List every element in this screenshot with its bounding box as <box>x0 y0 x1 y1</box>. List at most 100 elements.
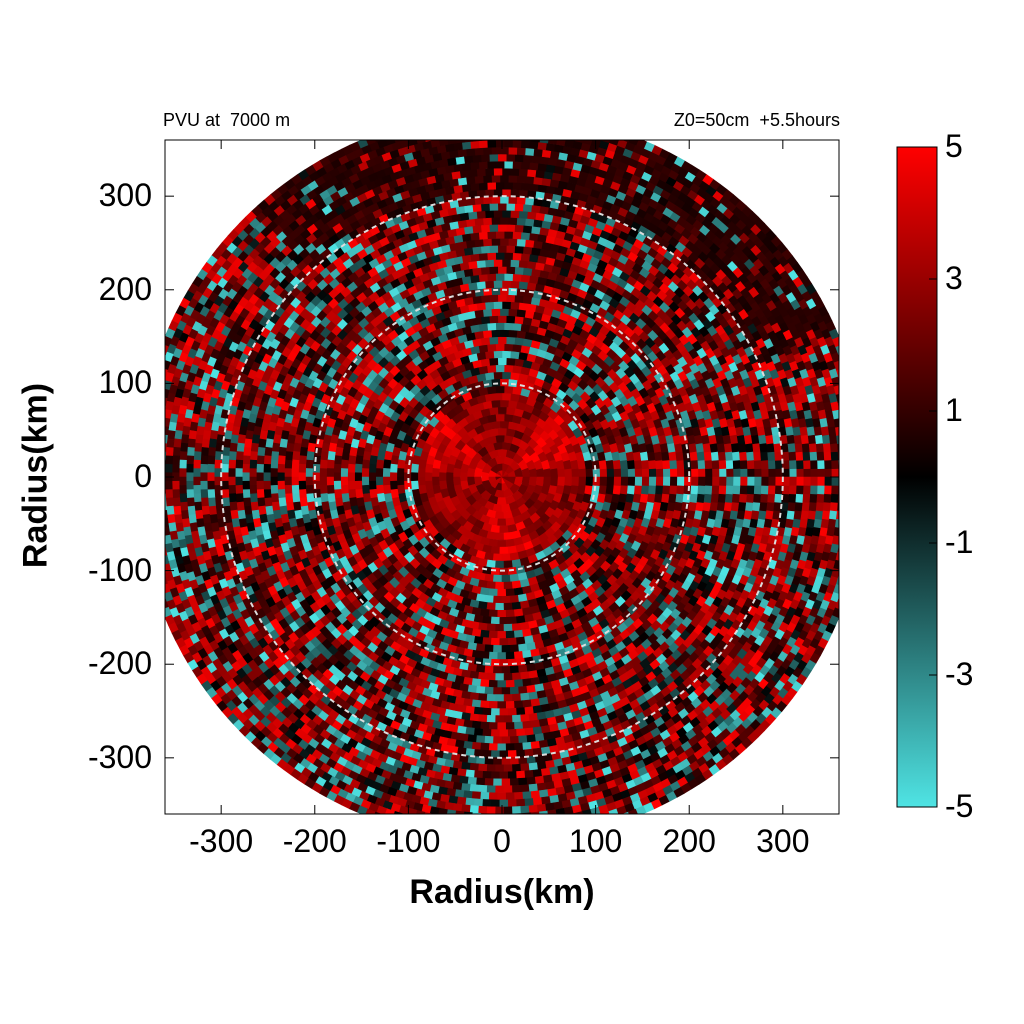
field-cell <box>801 442 811 453</box>
field-cell <box>194 434 204 445</box>
field-cell <box>752 501 761 512</box>
field-cell <box>235 451 244 461</box>
field-cell <box>641 476 650 487</box>
field-cell <box>486 231 497 240</box>
field-cell <box>478 231 488 240</box>
field-cell <box>284 476 292 486</box>
field-cell <box>532 768 543 778</box>
field-cell <box>520 273 531 283</box>
field-cell <box>478 273 488 283</box>
field-cell <box>703 493 713 504</box>
field-cell <box>495 715 505 724</box>
field-cell <box>512 273 522 282</box>
field-cell <box>725 484 734 495</box>
field-cell <box>710 451 720 461</box>
field-cell <box>634 484 643 495</box>
field-cell <box>786 434 796 445</box>
field-cell <box>787 501 797 512</box>
field-cell <box>668 493 678 504</box>
field-cell <box>669 484 678 495</box>
field-cell <box>503 364 514 373</box>
field-cell <box>305 468 313 478</box>
field-cell <box>682 493 692 503</box>
field-cell <box>495 230 505 239</box>
field-cell <box>486 693 497 702</box>
field-cell <box>490 546 501 555</box>
field-cell <box>192 476 201 486</box>
field-cell <box>490 308 501 317</box>
field-cell <box>512 181 522 191</box>
field-cell <box>503 322 514 331</box>
field-cell <box>732 484 741 495</box>
field-cell <box>526 168 537 178</box>
field-cell <box>424 472 433 482</box>
field-cell <box>361 459 370 470</box>
field-cell <box>788 451 797 461</box>
field-cell <box>803 459 812 470</box>
field-cell <box>514 203 524 212</box>
field-cell <box>516 308 526 318</box>
field-cell <box>513 608 524 618</box>
field-cell <box>488 588 499 597</box>
field-cell <box>499 216 509 225</box>
field-cell <box>494 434 505 443</box>
field-cell <box>726 468 735 478</box>
field-cell <box>277 480 286 491</box>
field-cell <box>788 493 797 503</box>
field-cell <box>298 489 307 499</box>
field-cell <box>488 202 499 211</box>
field-cell <box>199 463 208 474</box>
field-cell <box>507 308 518 317</box>
field-cell <box>236 501 245 512</box>
field-cell <box>789 476 798 486</box>
field-cell <box>471 720 482 730</box>
field-cell <box>486 252 497 261</box>
field-cell <box>319 493 329 503</box>
pvu-field <box>165 140 839 814</box>
field-cell <box>234 459 244 470</box>
field-cell <box>493 259 503 267</box>
field-cell <box>676 476 685 486</box>
field-cell <box>482 658 493 667</box>
field-cell <box>490 329 501 338</box>
field-cell <box>250 501 259 512</box>
field-cell <box>298 463 307 474</box>
field-cell <box>513 650 524 660</box>
field-cell <box>488 630 499 639</box>
field-cell <box>354 480 363 491</box>
field-cell <box>333 455 343 465</box>
field-cell <box>234 484 244 495</box>
field-cell <box>354 463 363 474</box>
field-cell <box>242 497 252 508</box>
field-cell <box>507 238 518 247</box>
field-cell <box>747 476 756 486</box>
field-cell <box>511 622 522 632</box>
field-cell <box>499 399 509 408</box>
field-cell <box>514 742 524 751</box>
field-cell <box>493 209 503 218</box>
field-cell <box>319 476 328 486</box>
field-cell <box>361 484 370 495</box>
field-cell <box>475 664 486 674</box>
field-cell <box>490 567 501 576</box>
field-cell <box>745 442 754 453</box>
field-cell <box>505 743 516 752</box>
field-cell <box>207 455 216 465</box>
field-cell <box>505 651 516 660</box>
field-cell <box>478 322 489 332</box>
field-cell <box>760 451 769 461</box>
field-cell <box>513 336 524 346</box>
field-cell <box>571 467 580 478</box>
field-cell <box>319 484 328 495</box>
field-cell <box>476 210 486 219</box>
field-cell <box>227 459 237 470</box>
field-cell <box>493 350 503 359</box>
field-cell <box>732 459 741 470</box>
field-cell <box>193 442 203 453</box>
field-cell <box>486 602 497 611</box>
field-cell <box>382 484 392 495</box>
field-cell <box>291 493 301 504</box>
field-cell <box>248 476 257 486</box>
field-cell <box>484 665 495 674</box>
field-cell <box>528 183 539 192</box>
